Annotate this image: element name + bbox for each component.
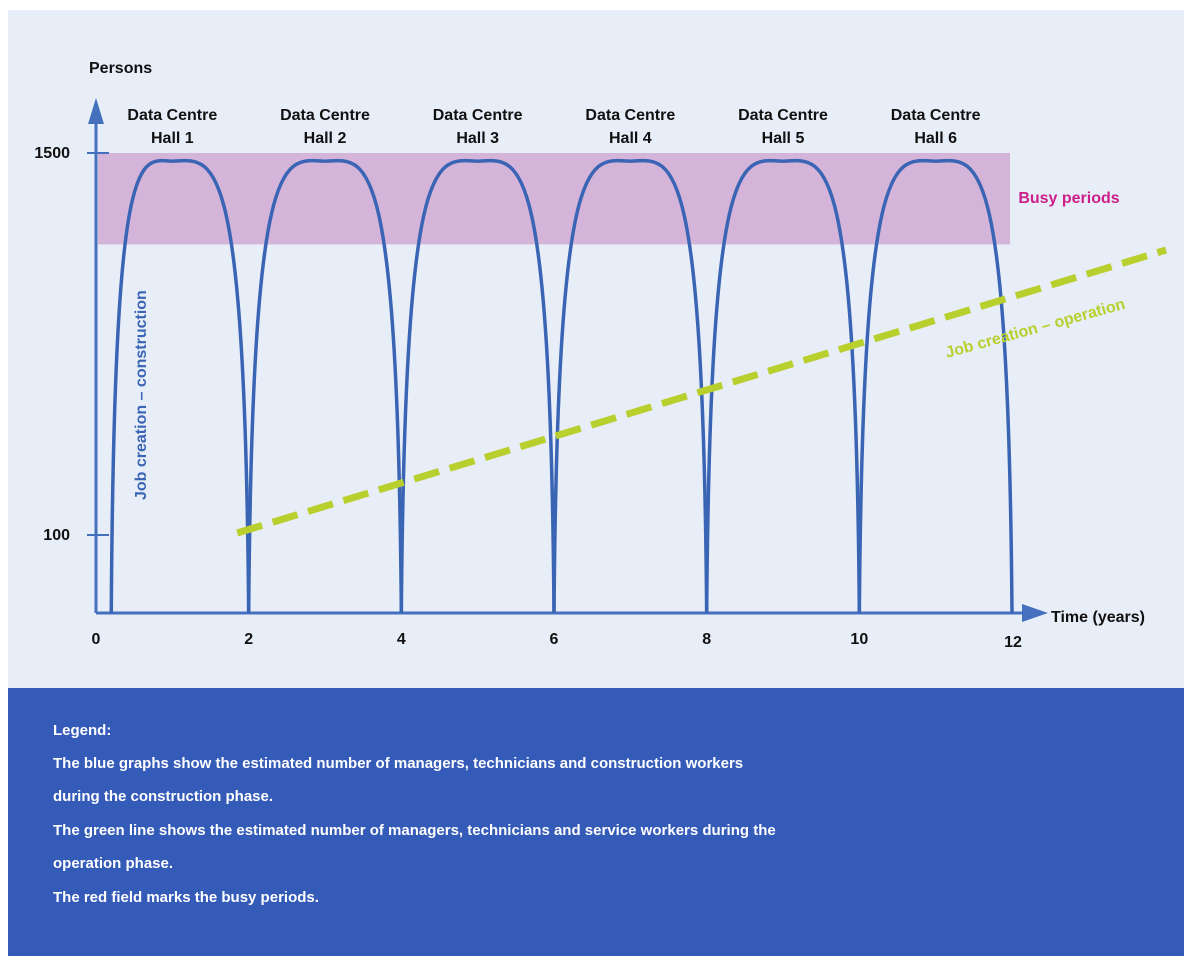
- construction-curve-hall-5: [704, 158, 862, 614]
- x-tick-label-12: 12: [1004, 634, 1022, 651]
- x-tick-label-6: 6: [550, 631, 559, 648]
- construction-series-label: Job creation – construction: [133, 290, 150, 500]
- hall-label-5-line1: Data Centre: [738, 107, 828, 124]
- legend-line-2: during the construction phase.: [53, 788, 274, 805]
- figure-frame: Busy periods 100 1500 Persons 0 2 4 6 8 10 12 Time …: [8, 10, 1184, 956]
- busy-period-band: [98, 153, 1010, 245]
- y-tick-label-1500: 1500: [34, 145, 70, 162]
- job-creation-chart: Busy periods 100 1500 Persons 0 2 4 6 8 10 12 Time …: [34, 60, 1168, 651]
- hall-label-1-line1: Data Centre: [127, 107, 217, 124]
- x-tick-label-10: 10: [850, 631, 868, 648]
- hall-label-3-line2: Hall 3: [456, 130, 499, 147]
- y-axis-title: Persons: [89, 60, 152, 77]
- operation-dashed-line: [236, 246, 1168, 537]
- hall-label-1-line2: Hall 1: [151, 130, 194, 147]
- legend-line-4: operation phase.: [53, 855, 174, 872]
- legend-line-5: The red field marks the busy periods.: [53, 889, 319, 906]
- x-tick-label-8: 8: [702, 631, 711, 648]
- y-tick-label-100: 100: [43, 527, 70, 544]
- construction-curve-hall-3: [399, 158, 556, 614]
- construction-curve-hall-4: [552, 158, 709, 614]
- busy-periods-label: Busy periods: [1018, 190, 1119, 207]
- legend-line-3: The green line shows the estimated numbe…: [53, 822, 776, 839]
- hall-label-3-line1: Data Centre: [433, 107, 523, 124]
- x-tick-label-2: 2: [244, 631, 253, 648]
- hall-label-4-line1: Data Centre: [585, 107, 675, 124]
- hall-label-6-line2: Hall 6: [914, 130, 957, 147]
- x-axis-title: Time (years): [1051, 609, 1145, 626]
- hall-label-2-line2: Hall 2: [304, 130, 347, 147]
- legend-panel: [8, 688, 1184, 956]
- construction-curve-hall-1: [109, 158, 251, 614]
- x-axis-arrow: [1022, 604, 1048, 622]
- legend-line-1: The blue graphs show the estimated numbe…: [53, 755, 744, 772]
- hall-label-2-line1: Data Centre: [280, 107, 370, 124]
- construction-curve-hall-6: [857, 158, 1014, 614]
- hall-label-6-line1: Data Centre: [891, 107, 981, 124]
- y-axis-arrow: [88, 98, 104, 124]
- construction-curve-hall-2: [246, 158, 404, 614]
- chart-panel: Busy periods 100 1500 Persons 0 2 4 6 8 10 12 Time …: [8, 10, 1184, 688]
- legend-title: Legend:: [53, 722, 112, 739]
- x-tick-label-0: 0: [92, 631, 101, 648]
- x-tick-label-4: 4: [397, 631, 406, 648]
- hall-label-5-line2: Hall 5: [762, 130, 805, 147]
- hall-label-4-line2: Hall 4: [609, 130, 652, 147]
- operation-series-label: Job creation – operation: [944, 296, 1128, 362]
